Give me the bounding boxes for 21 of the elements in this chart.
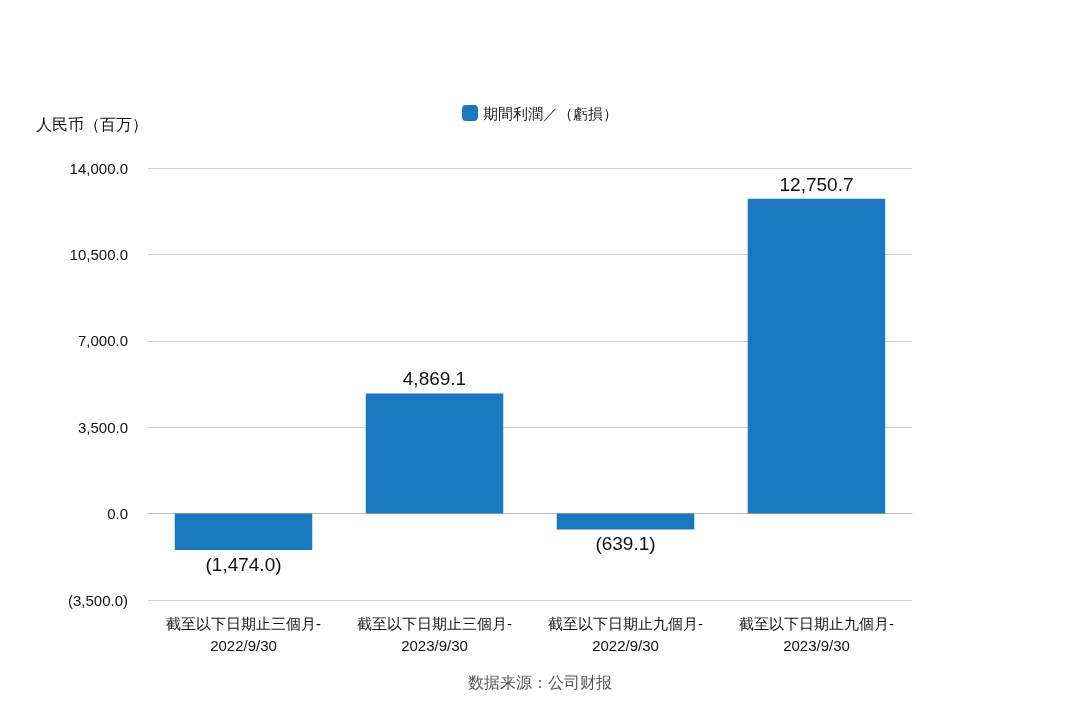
data-label: 4,869.1 [402, 368, 467, 390]
y-tick-label: 3,500.0 [77, 418, 128, 436]
y-tick-label: 0.0 [107, 505, 128, 523]
y-tick-label: (3,500.0) [67, 591, 128, 609]
y-tick-label: 10,500.0 [69, 245, 128, 263]
data-label: (639.1) [595, 533, 656, 555]
source-note: 数据来源：公司财报 [468, 673, 612, 691]
y-tick-label: 7,000.0 [77, 332, 128, 350]
data-label: (1,474.0) [205, 553, 282, 575]
bar [747, 198, 886, 514]
bar [556, 513, 695, 530]
x-tick-label: 截至以下日期止九個月- 2023/9/30 [739, 614, 894, 654]
bar [174, 513, 313, 550]
y-axis-title: 人民币（百万） [36, 115, 148, 133]
x-tick-label: 截至以下日期止九個月- 2022/9/30 [548, 614, 703, 654]
legend-label: 期間利潤／（虧損） [483, 104, 618, 122]
x-tick-label: 截至以下日期止三個月- 2023/9/30 [357, 614, 512, 654]
y-tick-label: 14,000.0 [69, 159, 128, 177]
x-tick-label: 截至以下日期止三個月- 2022/9/30 [166, 614, 321, 654]
data-label: 12,750.7 [779, 173, 854, 195]
bar [365, 393, 504, 514]
